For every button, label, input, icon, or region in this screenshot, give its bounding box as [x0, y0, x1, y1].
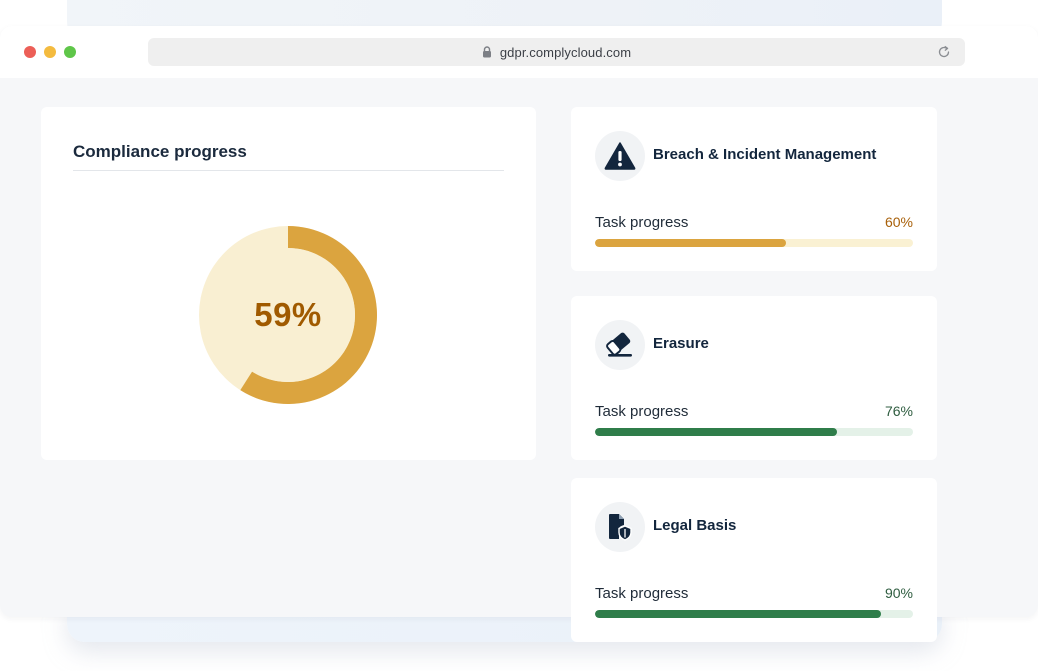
module-icon-container — [595, 502, 645, 552]
donut-hole — [221, 248, 355, 382]
module-card-breach-incident[interactable]: Breach & Incident Management Task progre… — [571, 107, 937, 271]
module-icon-container — [595, 320, 645, 370]
warning-icon — [604, 142, 636, 170]
task-progress-track — [595, 428, 913, 436]
task-progress-track — [595, 610, 913, 618]
compliance-donut-chart — [199, 226, 377, 404]
task-progress-value: 76% — [884, 403, 913, 419]
compliance-progress-card: Compliance progress 59% — [41, 107, 536, 460]
window-close-button[interactable] — [24, 46, 36, 58]
address-bar-url: gdpr.complycloud.com — [499, 44, 632, 60]
task-progress-fill — [595, 239, 786, 247]
reload-icon[interactable] — [937, 45, 951, 59]
address-bar-content: gdpr.complycloud.com — [148, 38, 965, 66]
lock-icon — [482, 46, 491, 58]
task-progress-fill — [595, 610, 882, 618]
document-shield-icon — [609, 514, 632, 541]
window-minimize-button[interactable] — [44, 46, 56, 58]
compliance-percent-label: 59% — [254, 296, 322, 333]
browser-titlebar: gdpr.complycloud.com — [0, 26, 1038, 78]
eraser-icon — [606, 332, 632, 357]
title-divider — [73, 170, 504, 171]
task-progress-label: Task progress — [595, 403, 689, 420]
address-bar[interactable]: gdpr.complycloud.com — [148, 38, 965, 66]
task-progress-value: 90% — [884, 585, 913, 601]
module-title: Erasure — [653, 335, 709, 352]
module-card-erasure[interactable]: Erasure Task progress 76% — [571, 296, 937, 460]
task-progress-label: Task progress — [595, 214, 689, 231]
compliance-progress-title: Compliance progress — [73, 142, 247, 161]
task-progress-label: Task progress — [595, 585, 689, 602]
window-maximize-button[interactable] — [64, 46, 76, 58]
task-progress-fill — [595, 428, 837, 436]
task-progress-track — [595, 239, 913, 247]
task-progress-value: 60% — [884, 214, 913, 230]
donut-progress-arc — [240, 226, 377, 404]
module-title: Breach & Incident Management — [653, 146, 877, 163]
module-icon-container — [595, 131, 645, 181]
browser-window: gdpr.complycloud.com Compliance progress… — [0, 26, 1038, 642]
module-card-legal-basis[interactable]: Legal Basis Task progress 90% — [571, 478, 937, 642]
module-title: Legal Basis — [653, 517, 737, 534]
